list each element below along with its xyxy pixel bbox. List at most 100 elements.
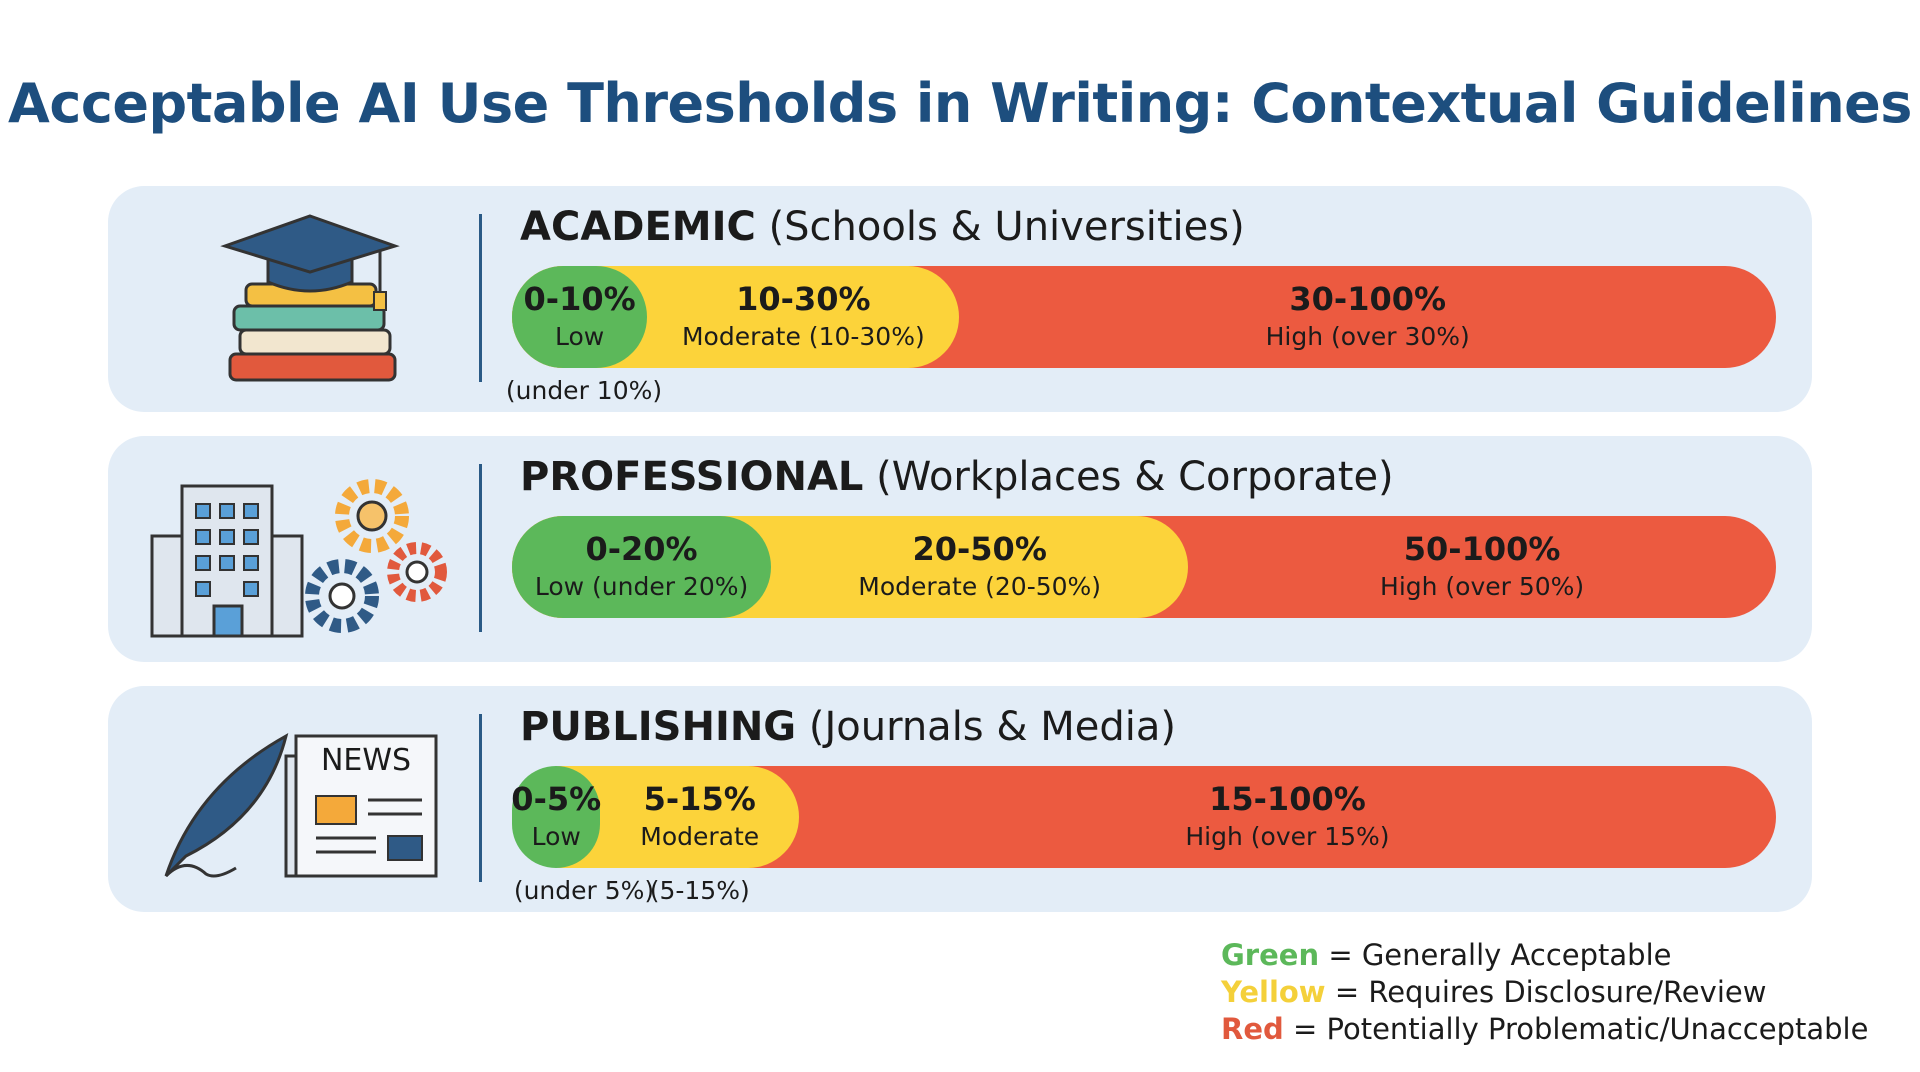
legend-entry: Yellow = Requires Disclosure/Review [1221,975,1766,1009]
section-name: ACADEMIC [520,204,756,250]
legend-text: = Potentially Problematic/Unacceptable [1292,1012,1869,1046]
icon-shape [150,534,184,638]
icon-shape [243,581,259,597]
segment-label: Low (under 20%) [534,572,749,601]
icon-shape [219,503,235,519]
icon-shape [238,328,392,356]
segment-label: High (over 50%) [1380,572,1585,601]
section-name: PUBLISHING [520,704,797,750]
icon-shape [195,529,211,545]
icon-shape [315,795,357,825]
segment-text: 15-100% High (over 15%) [1185,780,1389,851]
segment-range: 0-5% [511,780,602,818]
icon-label: NEWS [321,743,411,778]
section-panel: PROFESSIONAL (Workplaces & Corporate) 0-2… [108,436,1812,662]
segment-text: 5-15% Moderate [640,780,759,851]
section-icon [210,214,410,398]
segment-range: 10-30% [736,280,871,318]
section-name: PROFESSIONAL [520,454,864,500]
section-subtitle: (Journals & Media) [808,704,1177,750]
legend-text: = Requires Disclosure/Review [1334,975,1767,1009]
legend-entry: Green = Generally Acceptable [1221,938,1671,972]
segment-label: Moderate (10-30%) [681,322,925,351]
icon-shape [305,559,379,633]
title: Acceptable AI Use Thresholds in Writing:… [8,72,1912,135]
divider [479,464,482,632]
icon-shape [387,542,447,602]
segment-label: High (over 30%) [1265,322,1470,351]
segment-range: 15-100% [1209,780,1366,818]
icon-shape [164,733,289,878]
icon-shape [195,503,211,519]
legend-color-word: Red [1221,1012,1284,1046]
legend-color-word: Yellow [1221,975,1326,1009]
section-heading: PUBLISHING (Journals & Media) [520,704,1176,750]
threshold-bar: 0-20% Low (under 20%) 20-50% Moderate (20-5… [512,516,1776,618]
segment-text: 0-20% Low (under 20%) [535,530,748,601]
icon-shape [373,291,387,311]
icon-shape [195,503,259,597]
threshold-bar: 0-10% Low (under 10%) 10-30% Moderate (10-30… [506,266,1776,405]
segment-text: 0-10% Low [524,280,636,351]
segment-text: 20-50% Moderate (20-50%) [858,530,1101,601]
segment-range: 30-100% [1289,280,1447,318]
segment-range: 0-20% [585,530,698,568]
segment-label: Moderate [640,822,760,851]
icon-shape [356,500,388,532]
icon-shape [387,835,423,861]
icon-shape [328,582,356,610]
segment-text: 30-100% High (over 30%) [1266,280,1470,351]
icon-shape [219,529,235,545]
section-icon [142,476,452,650]
segment [512,516,772,618]
legend-entry: Red = Potentially Problematic/Unacceptab… [1221,1012,1868,1046]
segment-note: (under 5%) [513,876,655,905]
icon-shape [164,864,237,878]
icon-shape [212,604,244,638]
segment-range: 20-50% [912,530,1047,568]
section-icon: NEWS [156,726,446,890]
segment-label: Low [531,822,581,851]
section-panel: NEWS PUBLISHING (Journals & Media) 0-5% Low… [108,686,1812,912]
segment-text: 50-100% High (over 50%) [1380,530,1584,601]
icon-shape [335,479,409,553]
divider [479,214,482,382]
segment-range: 5-15% [643,780,756,818]
icon-shape [228,352,397,382]
icon-shape [270,534,304,638]
icon-shape [405,560,429,584]
divider [479,714,482,882]
icon-shape [220,214,400,274]
legend-color-word: Green [1221,938,1320,972]
section-heading: ACADEMIC (Schools & Universities) [520,204,1245,250]
icon-shape: NEWS [164,733,438,878]
segment [512,266,648,368]
segment-label: Moderate (20-50%) [858,572,1102,601]
segment-range: 0-10% [523,280,636,318]
icon-shape [220,214,400,382]
icon-shape [219,555,235,571]
section-heading: PROFESSIONAL (Workplaces & Corporate) [520,454,1394,500]
segment-text: 10-30% Moderate (10-30%) [682,280,925,351]
segment-label: High (over 15%) [1185,822,1390,851]
section-subtitle: (Workplaces & Corporate) [876,454,1394,500]
icon-shape [150,479,447,638]
segment-text: 0-5% Low [511,780,601,851]
icon-shape [243,529,259,545]
icon-shape [195,555,211,571]
segment-range: 50-100% [1403,530,1561,568]
icon-shape [243,503,259,519]
segment-note: (under 10%) [505,376,663,405]
segment [512,766,601,868]
icon-shape [232,304,386,332]
legend-text: = Generally Acceptable [1328,938,1672,972]
segment-label: Low [554,322,605,351]
threshold-bar: 0-5% Low (under 5%) 5-15% Moderate (5-15%) 15-… [511,766,1776,905]
icon-shape [243,555,259,571]
icon-shape [195,581,211,597]
section-panel: ACADEMIC (Schools & Universities) 0-10% Lo… [108,186,1812,412]
segment-note: (5-15%) [649,876,750,905]
section-subtitle: (Schools & Universities) [768,204,1245,250]
icon-shape [316,798,422,854]
